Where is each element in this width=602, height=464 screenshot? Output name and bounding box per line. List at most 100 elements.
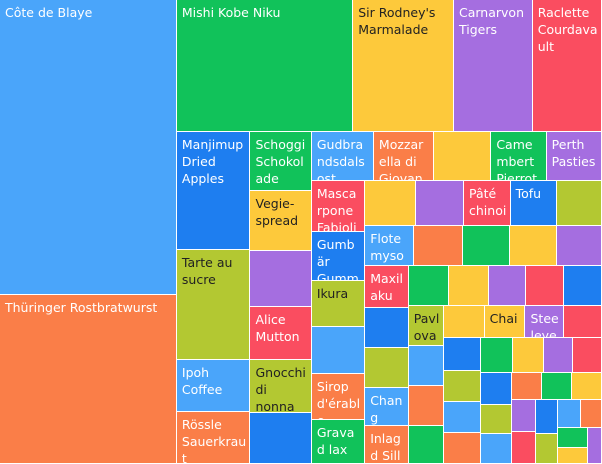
treemap-tile-label: Steeleye Stout <box>530 310 559 339</box>
treemap-tile-label: Tofu <box>515 186 542 202</box>
treemap-tile-label: Raclette Courdavault <box>537 5 598 54</box>
treemap-tile-unlabeled-55[interactable] <box>443 338 482 372</box>
treemap-tile-unlabeled-27[interactable] <box>365 181 416 226</box>
treemap-tile-camembert-pierrot[interactable]: Camembert Pierrot <box>491 131 547 182</box>
treemap-tile-unlabeled-35[interactable] <box>510 225 558 267</box>
treemap-tile-unlabeled-67[interactable] <box>542 372 573 401</box>
treemap-tile-label: Rössle Sauerkraut <box>181 417 247 464</box>
treemap-tile-label: Côte de Blaye <box>5 5 93 20</box>
treemap-tile-label: Schoggi Schokolade <box>255 136 306 186</box>
treemap-tile-label: Pavlova <box>413 310 440 343</box>
treemap-tile-label: Ipoh Coffee <box>181 365 223 398</box>
treemap-tile-unlabeled-72[interactable] <box>535 434 558 464</box>
treemap-tile-unlabeled-57[interactable] <box>443 402 482 434</box>
treemap-tile-pavlova[interactable]: Pavlova <box>408 305 444 346</box>
treemap-tile-chai[interactable]: Chai <box>484 305 526 339</box>
treemap-tile-unlabeled-33[interactable] <box>414 225 464 267</box>
treemap-tile-mascarpone-fabioli[interactable]: Mascarpone Fabioli <box>311 181 366 233</box>
treemap-tile-tofu[interactable]: Tofu <box>510 181 558 226</box>
treemap-tile-unlabeled-73[interactable] <box>557 400 582 429</box>
treemap-tile-unlabeled-34[interactable] <box>463 225 511 267</box>
treemap-tile-unlabeled-66[interactable] <box>512 372 543 401</box>
treemap-tile-unlabeled-59[interactable] <box>481 338 513 373</box>
treemap-tile-label: Mozzarella di Giovanni <box>378 136 424 182</box>
treemap-tile-unlabeled-43[interactable] <box>448 266 489 306</box>
treemap-tile-unlabeled-14[interactable] <box>250 412 312 464</box>
treemap-tile-unlabeled-74[interactable] <box>581 400 602 429</box>
treemap-tile-sir-rodney-s-marmalade[interactable]: Sir Rodney's Marmalade <box>353 0 454 132</box>
treemap-tile-unlabeled-36[interactable] <box>557 225 602 267</box>
treemap-tile-unlabeled-76[interactable] <box>557 447 589 464</box>
treemap-tile-raclette-courdavault[interactable]: Raclette Courdavault <box>532 0 602 132</box>
treemap-tile-mozzarella-di-giovanni[interactable]: Mozzarella di Giovanni <box>373 131 435 182</box>
treemap-tile-unlabeled-56[interactable] <box>443 371 482 403</box>
treemap-tile-unlabeled-31[interactable] <box>557 181 602 226</box>
treemap-tile-label: Carnarvon Tigers <box>459 5 524 37</box>
treemap-tile-unlabeled-38[interactable] <box>365 308 409 348</box>
treemap-tile-unlabeled-49[interactable] <box>408 386 444 427</box>
treemap-tile-unlabeled-39[interactable] <box>365 347 409 388</box>
treemap-tile-schoggi-schokolade[interactable]: Schoggi Schokolade <box>250 131 312 192</box>
treemap-tile-unlabeled-12[interactable] <box>250 250 312 308</box>
treemap-tile-unlabeled-24[interactable] <box>311 327 366 374</box>
treemap-tile-tarte-au-sucre[interactable]: Tarte au sucre <box>176 249 251 361</box>
treemap-tile-unlabeled-61[interactable] <box>544 338 574 373</box>
treemap-tile-unlabeled-68[interactable] <box>572 372 602 401</box>
treemap-tile-unlabeled-71[interactable] <box>535 400 558 434</box>
treemap-tile-unlabeled-45[interactable] <box>526 266 565 306</box>
treemap-tile-unlabeled-70[interactable] <box>512 432 536 464</box>
treemap-tile-label: Maxilaku <box>370 271 403 304</box>
treemap-tile-cote-de-blaye[interactable]: Côte de Blaye <box>0 0 177 296</box>
treemap-tile-unlabeled-46[interactable] <box>564 266 602 306</box>
treemap-tile-manjimup-dried-apples[interactable]: Manjimup Dried Apples <box>176 131 251 250</box>
treemap-tile-unlabeled-19[interactable] <box>434 131 492 182</box>
treemap-tile-carnarvon-tigers[interactable]: Carnarvon Tigers <box>454 0 533 132</box>
treemap-tile-unlabeled-64[interactable] <box>481 404 513 435</box>
treemap-tile-thuringer-rostbratwurst[interactable]: Thüringer Rostbratwurst <box>0 295 177 464</box>
treemap-tile-label: Gumbär Gummibärchen <box>316 237 359 281</box>
treemap-tile-label: Mishi Kobe Niku <box>181 5 281 20</box>
treemap-tile-gumbar-gummibarchen[interactable]: Gumbär Gummibärchen <box>311 232 366 281</box>
treemap-tile-gudbrandsdalsost[interactable]: Gudbrandsdalsost <box>311 131 374 182</box>
treemap-tile-label: Manjimup Dried Apples <box>181 136 244 186</box>
treemap-tile-unlabeled-28[interactable] <box>415 181 464 226</box>
treemap-tile-unlabeled-65[interactable] <box>481 434 513 464</box>
treemap-tile-label: Sirop d'érable <box>316 378 361 421</box>
treemap-tile-unlabeled-60[interactable] <box>512 338 545 373</box>
treemap-tile-gravad-lax[interactable]: Gravad lax <box>311 420 366 464</box>
treemap-tile-label: Perth Pasties <box>551 136 596 169</box>
treemap-tile-inlagd-sill[interactable]: Inlagd Sill <box>365 425 409 464</box>
treemap-tile-unlabeled-54[interactable] <box>563 305 602 339</box>
treemap-tile-unlabeled-58[interactable] <box>443 433 482 464</box>
treemap-tile-mishi-kobe-niku[interactable]: Mishi Kobe Niku <box>176 0 354 132</box>
treemap-tile-unlabeled-50[interactable] <box>408 426 444 464</box>
treemap-tile-label: Gudbrandsdalsost <box>316 136 365 182</box>
treemap-tile-unlabeled-51[interactable] <box>443 305 485 339</box>
treemap-tile-label: Ikura <box>316 285 349 301</box>
treemap-tile-unlabeled-62[interactable] <box>573 338 602 373</box>
treemap-tile-ikura[interactable]: Ikura <box>311 280 366 328</box>
treemap-tile-gnocchi-di-nonna-alice[interactable]: Gnocchi di nonna Alice <box>250 359 312 413</box>
treemap-tile-flotemysost[interactable]: Flotemysost <box>365 225 415 267</box>
treemap-tile-vegie-spread[interactable]: Vegie-spread <box>250 191 312 251</box>
treemap-tile-chang[interactable]: Chang <box>365 387 409 426</box>
treemap-tile-unlabeled-75[interactable] <box>557 428 589 448</box>
treemap-tile-pate-chinois[interactable]: Pâté chinois <box>464 181 511 226</box>
treemap-tile-rossle-sauerkraut[interactable]: Rössle Sauerkraut <box>176 412 251 464</box>
treemap-tile-label: Tarte au sucre <box>181 254 233 287</box>
treemap-tile-perth-pasties[interactable]: Perth Pasties <box>546 131 602 182</box>
treemap-tile-unlabeled-69[interactable] <box>512 400 536 433</box>
treemap-tile-label: Pâté chinois <box>469 186 507 224</box>
treemap-tile-alice-mutton[interactable]: Alice Mutton <box>250 307 312 360</box>
treemap-tile-label: Thüringer Rostbratwurst <box>5 300 158 316</box>
treemap-tile-ipoh-coffee[interactable]: Ipoh Coffee <box>176 360 251 413</box>
treemap-tile-sirop-d-erable[interactable]: Sirop d'érable <box>311 373 366 421</box>
treemap-tile-unlabeled-48[interactable] <box>408 345 444 386</box>
treemap-tile-unlabeled-77[interactable] <box>588 428 602 464</box>
treemap-tile-steeleye-stout[interactable]: Steeleye Stout <box>525 305 564 339</box>
treemap-tile-unlabeled-42[interactable] <box>408 266 449 306</box>
treemap-tile-maxilaku[interactable]: Maxilaku <box>365 266 409 309</box>
treemap-tile-unlabeled-44[interactable] <box>488 266 527 306</box>
treemap-tile-unlabeled-63[interactable] <box>481 372 513 405</box>
